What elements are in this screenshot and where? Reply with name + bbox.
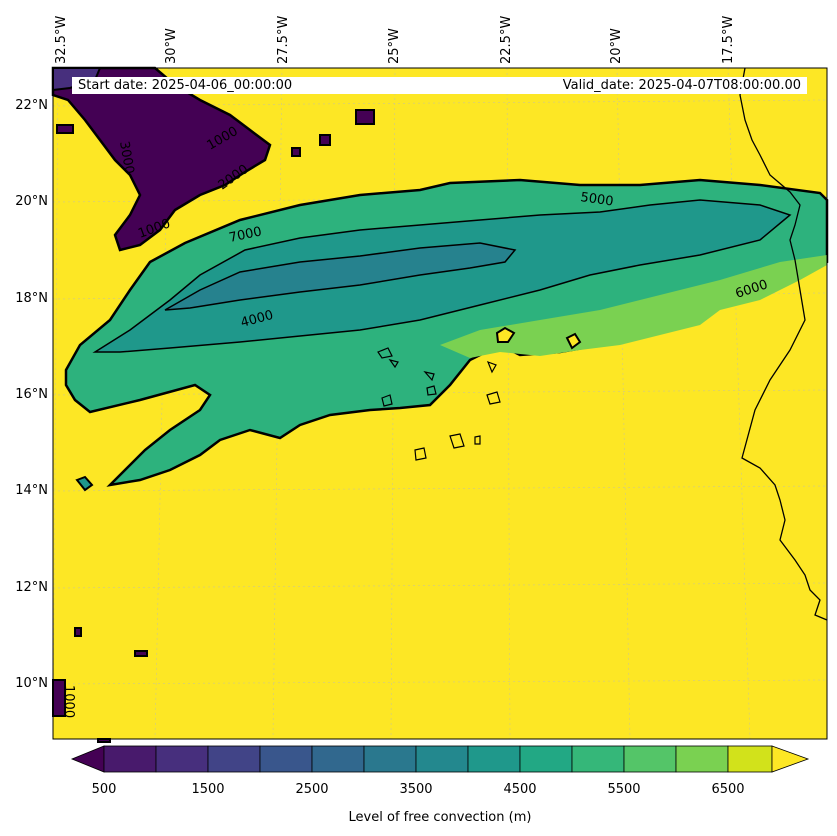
- lat-label: 16°N: [15, 387, 48, 402]
- map-frame: [52, 67, 828, 740]
- lon-label: 30°W: [164, 28, 179, 64]
- valid-date-text: Valid_date: 2025-04-07T08:00:00.00: [562, 78, 801, 93]
- colorbar-tick-label: 1500: [191, 782, 225, 797]
- lon-label: 17.5°W: [721, 15, 736, 64]
- contour-fill-middle: [92, 199, 792, 353]
- contour-fill-core: [164, 242, 517, 311]
- colorbar-tick-label: 6500: [711, 782, 745, 797]
- lat-label: 22°N: [15, 98, 48, 113]
- cape-verde-islands: [377, 347, 501, 461]
- contour-fill-east: [440, 255, 827, 358]
- lat-label: 20°N: [15, 194, 48, 209]
- lat-label: 14°N: [15, 483, 48, 498]
- lat-label: 12°N: [15, 580, 48, 595]
- contour-label-1000c: 1000: [61, 685, 76, 718]
- colorbar: [70, 745, 810, 773]
- lat-label: 18°N: [15, 291, 48, 306]
- small-green-island: [75, 475, 94, 492]
- colorbar-tick-label: 2500: [295, 782, 329, 797]
- colorbar-tick-label: 3500: [399, 782, 433, 797]
- lon-label: 20°W: [609, 28, 624, 64]
- lat-label: 10°N: [15, 676, 48, 691]
- contour-label-5000: 5000: [579, 190, 614, 209]
- lon-label: 32.5°W: [54, 15, 69, 64]
- lon-label: 22.5°W: [499, 15, 514, 64]
- small-contour-islands: [52, 109, 375, 743]
- lon-label: 27.5°W: [276, 15, 291, 64]
- colorbar-title: Level of free convection (m): [348, 810, 532, 825]
- contour-fill-northwest: [51, 66, 272, 252]
- date-info-box: Start date: 2025-04-06_00:00:00 Valid_da…: [72, 77, 807, 94]
- colorbar-tick-label: 500: [91, 782, 117, 797]
- yellow-patches: [495, 326, 582, 350]
- colorbar-tick-label: 5500: [607, 782, 641, 797]
- contour-label-7000: 7000: [228, 224, 263, 246]
- contour-label-3000: 3000: [116, 140, 137, 175]
- coastline: [739, 67, 828, 621]
- lon-label: 25°W: [387, 28, 402, 64]
- start-date-text: Start date: 2025-04-06_00:00:00: [78, 78, 293, 93]
- colorbar-tick-label: 4500: [503, 782, 537, 797]
